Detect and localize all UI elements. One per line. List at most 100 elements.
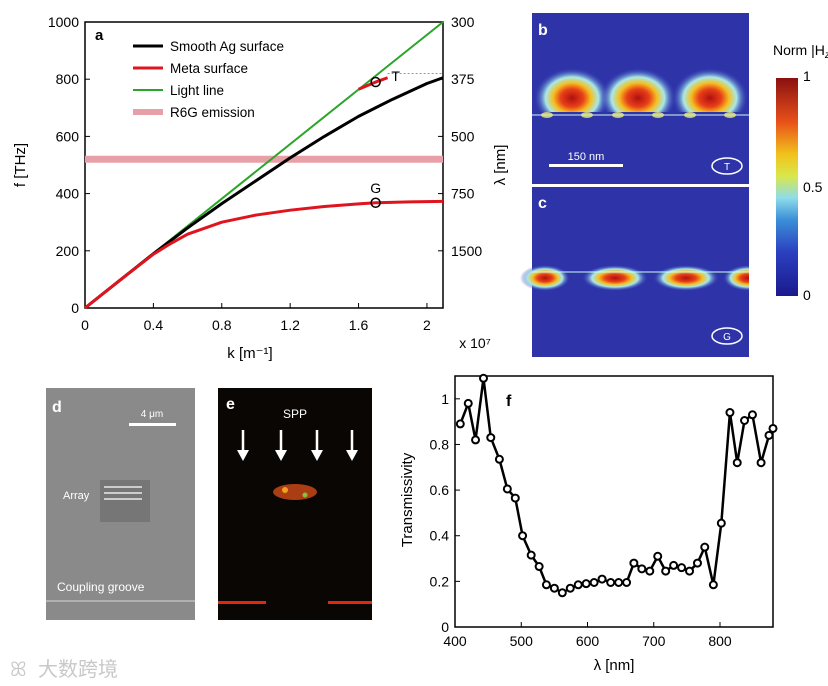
- x-axis-label: k [m⁻¹]: [227, 345, 272, 362]
- right-tick-label: 1500: [451, 243, 482, 259]
- y-tick-label: 1: [441, 391, 449, 407]
- y-tick-label: 0.2: [430, 573, 450, 589]
- data-point: [740, 415, 750, 425]
- data-point: [629, 558, 639, 568]
- data-point: [708, 580, 718, 590]
- legend: Smooth Ag surface Meta surface Light line R…: [133, 39, 284, 120]
- y-tick-label: 200: [56, 243, 80, 259]
- data-point: [622, 578, 632, 588]
- y-tick-label: 0: [71, 300, 79, 316]
- data-point: [541, 580, 551, 590]
- x-tick-label: 0: [81, 317, 89, 333]
- data-point: [549, 583, 559, 593]
- data-point: [581, 579, 591, 589]
- series-line-meta-surface-upper-branch: [357, 76, 389, 91]
- data-point: [614, 578, 624, 588]
- legend-label: Meta surface: [170, 61, 248, 76]
- data-point: [732, 458, 742, 468]
- annotation-label: G: [370, 180, 381, 196]
- y-tick-label: 0.4: [430, 528, 450, 544]
- x-tick-label: 800: [708, 633, 732, 649]
- arrow-head-icon: [346, 450, 358, 461]
- data-point: [534, 562, 544, 572]
- data-point: [645, 566, 655, 576]
- annotation-marker: [370, 76, 381, 88]
- right-tick-label: 750: [451, 186, 475, 202]
- colorbar-tick: 0.5: [803, 179, 823, 195]
- panel-c-field-map: c G: [520, 187, 779, 357]
- legend-label: R6G emission: [170, 105, 255, 120]
- x-tick-label: 1.6: [349, 317, 369, 333]
- array-label: Array: [63, 490, 90, 502]
- y-tick-label: 0.8: [430, 436, 450, 452]
- data-point: [756, 458, 766, 468]
- scale-bar-label: 150 nm: [568, 151, 605, 163]
- arrow-head-icon: [275, 450, 287, 461]
- x-tick-label: 2: [423, 317, 431, 333]
- data-point: [677, 563, 687, 573]
- right-axis-label: λ [nm]: [492, 145, 509, 186]
- panel-label: d: [52, 399, 62, 416]
- x-tick-label: 1.2: [280, 317, 300, 333]
- data-point: [486, 433, 496, 443]
- colorbar: Norm |Hz| 1 0.5 0: [773, 42, 828, 303]
- plot-frame: [454, 375, 774, 628]
- data-point: [589, 578, 599, 588]
- mode-label: T: [724, 162, 730, 173]
- panel-label: b: [538, 22, 548, 39]
- data-point: [669, 560, 679, 570]
- data-point: [725, 408, 735, 418]
- y-tick-label: 400: [56, 186, 80, 202]
- data-point: [653, 551, 663, 561]
- y-tick-label: 600: [56, 128, 80, 144]
- panel-e-fluorescence-image: e SPP: [218, 388, 372, 620]
- scale-bar: [549, 164, 623, 167]
- x-tick-label: 400: [443, 633, 467, 649]
- colorbar-tick: 0: [803, 287, 811, 303]
- legend-label: Light line: [170, 83, 224, 98]
- data-point: [716, 518, 726, 528]
- panel-f-transmissivity-chart: 400 500 600 700 800 0 0.2 0.4 0.6 0.8 1 f λ [nm] T…: [399, 373, 778, 674]
- mode-label: G: [723, 332, 731, 343]
- y-tick-label: 0: [441, 619, 449, 635]
- data-point: [471, 435, 481, 445]
- data-point: [494, 454, 504, 464]
- spp-label: SPP: [283, 407, 307, 421]
- data-point: [455, 419, 465, 429]
- panel-b-field-map: b 150 nm T: [532, 13, 749, 184]
- panel-label: c: [538, 195, 547, 212]
- data-point: [700, 542, 710, 552]
- data-point: [661, 566, 671, 576]
- watermark-logo-icon: ꕤ: [10, 659, 27, 681]
- data-point: [597, 574, 607, 584]
- y-tick-label: 1000: [48, 14, 79, 30]
- y-tick-label: 0.6: [430, 482, 450, 498]
- annotation-label: T: [391, 68, 400, 84]
- scale-bar: [129, 423, 176, 426]
- right-tick-label: 375: [451, 71, 475, 87]
- data-point: [478, 373, 488, 383]
- scale-bar-label: 4 μm: [141, 409, 163, 420]
- annotation-marker: [370, 197, 381, 209]
- panel-label: f: [506, 393, 512, 410]
- data-point: [510, 493, 520, 503]
- colorbar-tick: 1: [803, 68, 811, 84]
- data-point: [768, 423, 778, 433]
- y-axis-label: Transmissivity: [399, 452, 416, 547]
- spp-arrows: [237, 430, 358, 461]
- legend-label: Smooth Ag surface: [170, 39, 284, 54]
- panel-label: a: [95, 27, 104, 44]
- x-tick-label: 0.4: [144, 317, 164, 333]
- data-point: [764, 430, 774, 440]
- series-line-meta-surface: [84, 199, 444, 310]
- data-point: [518, 531, 528, 541]
- panel-a-dispersion-chart: 0 0.4 0.8 1.2 1.6 2 0 200 400 600 800 1000 300 375 500…: [12, 14, 509, 362]
- watermark: 大数跨境: [38, 658, 118, 681]
- data-point: [573, 580, 583, 590]
- data-point: [747, 410, 757, 420]
- data-point: [606, 578, 616, 588]
- arrow-head-icon: [311, 450, 323, 461]
- x-multiplier: x 10⁷: [459, 335, 491, 351]
